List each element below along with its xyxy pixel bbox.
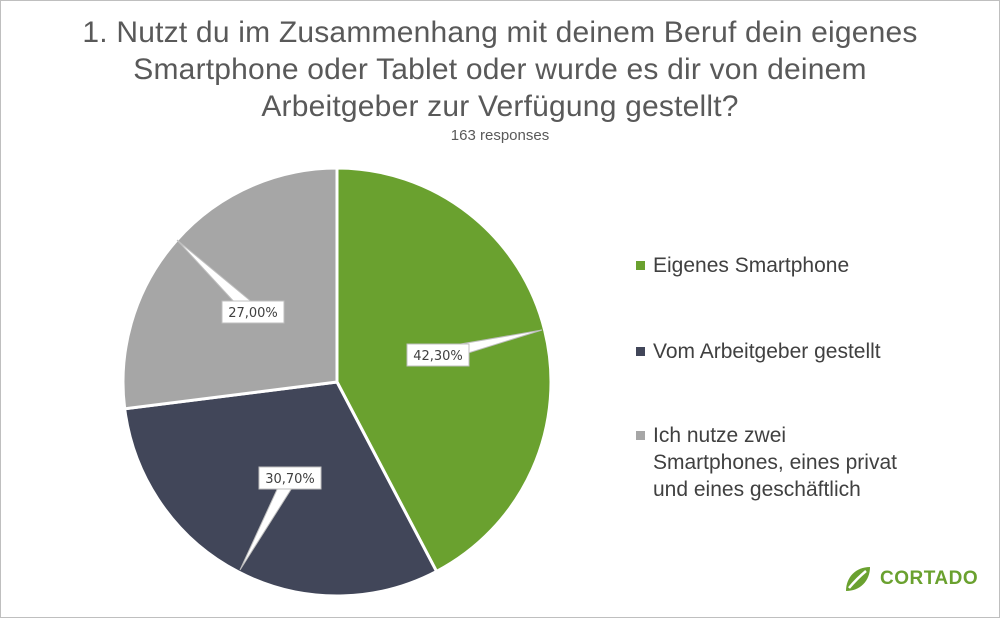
cortado-logo: CORTADO — [842, 563, 978, 595]
data-label-2: 27,00% — [228, 306, 278, 321]
legend-label-2: Ich nutze zwei Smartphones, eines privat… — [653, 424, 897, 501]
pie-slice-0 — [335, 166, 553, 574]
data-label-box-1 — [258, 466, 322, 490]
data-label-0: 42,30% — [413, 349, 463, 364]
legend-swatch-0 — [636, 261, 645, 270]
data-label-box-0 — [406, 343, 470, 367]
data-label-box-2 — [221, 300, 285, 324]
leaf-icon — [846, 567, 870, 591]
legend-item-1: Vom Arbeitgeber gestellt — [636, 338, 913, 365]
legend-label-1: Vom Arbeitgeber gestellt — [653, 340, 881, 363]
legend-item-2: Ich nutze zwei Smartphones, eines privat… — [636, 422, 913, 503]
logo-text: CORTADO — [880, 568, 979, 589]
legend-label-0: Eigenes Smartphone — [653, 254, 850, 277]
chart-subtitle: 163 responses — [450, 127, 550, 144]
data-label-1: 30,70% — [265, 472, 315, 487]
legend-item-0: Eigenes Smartphone — [636, 252, 913, 279]
legend-swatch-1 — [636, 347, 645, 356]
chart-title: 1. Nutzt du im Zusammenhang mit deinem B… — [82, 16, 918, 123]
legend-swatch-2 — [636, 431, 645, 440]
